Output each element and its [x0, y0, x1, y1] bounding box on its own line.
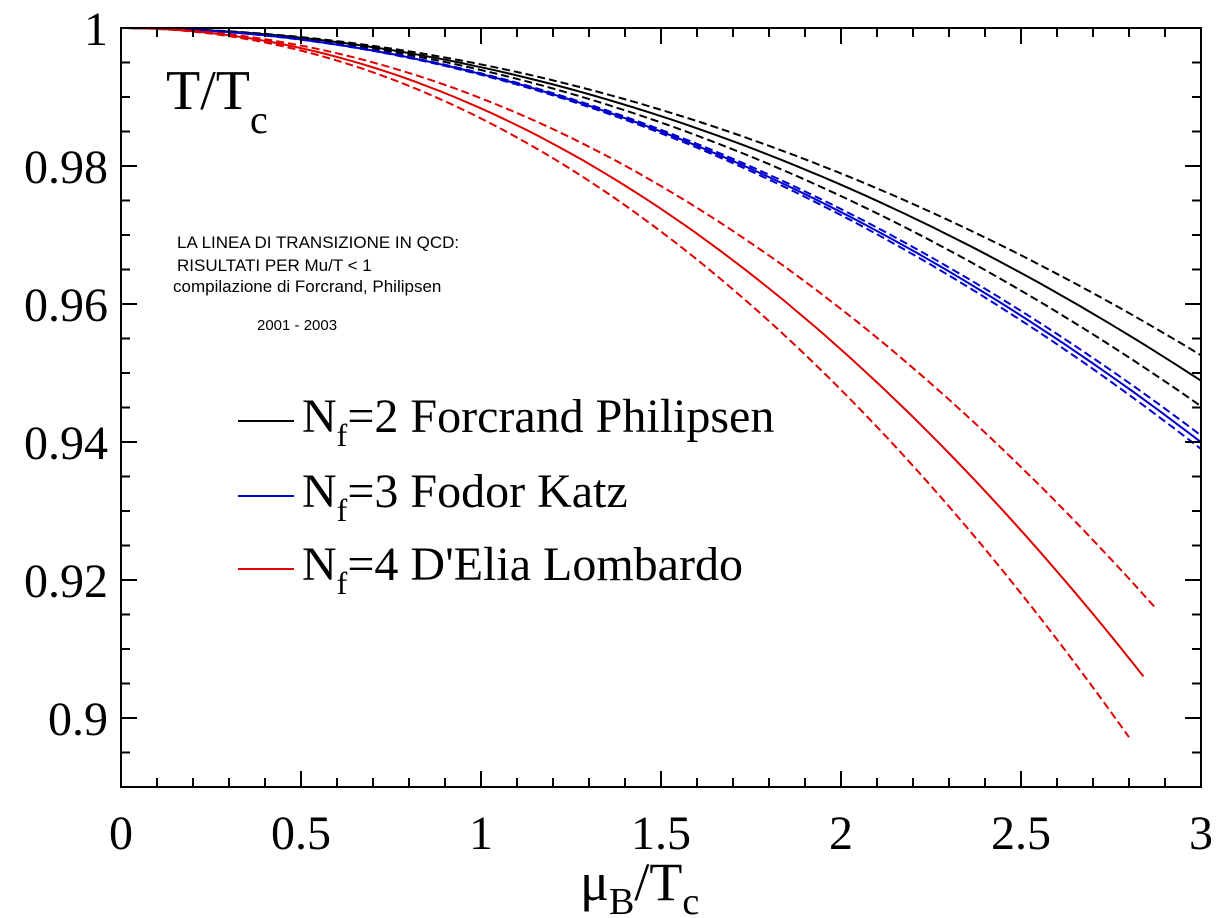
annotation-line-1: LA LINEA DI TRANSIZIONE IN QCD:	[177, 233, 459, 252]
y-tick-label: 0.9	[48, 693, 108, 746]
x-tick-label: 3	[1189, 807, 1213, 860]
legend-label-nf3: Nf=3 Fodor Katz	[302, 465, 628, 528]
y-tick-label: 0.94	[24, 417, 108, 470]
x-axis-label: μB/Tc	[580, 852, 699, 918]
x-tick-label: 0.5	[271, 807, 331, 860]
annotation-line-3: compilazione di Forcrand, Philipsen	[173, 277, 441, 296]
x-tick-label: 1.5	[631, 807, 691, 860]
x-tick-label: 2	[829, 807, 853, 860]
annotation-line-4: 2001 - 2003	[257, 317, 337, 334]
legend-label-nf2: Nf=2 Forcrand Philipsen	[302, 390, 774, 453]
y-tick-label: 1	[84, 3, 108, 56]
x-tick-label: 2.5	[991, 807, 1051, 860]
series-band-upper-3	[120, 27, 1202, 437]
series-band-lower-2	[120, 27, 1202, 408]
y-tick-label: 0.92	[24, 555, 108, 608]
annotation-line-2: RISULTATI PER Mu/T < 1	[177, 256, 372, 275]
series-band-upper-4	[120, 27, 1155, 608]
x-tick-label: 0	[109, 807, 133, 860]
series-line-4	[120, 27, 1145, 678]
legend-label-nf4: Nf=4 D'Elia Lombardo	[302, 538, 743, 601]
x-tick-label: 1	[469, 807, 493, 860]
legend: Nf=2 Forcrand Philipsen Nf=3 Fodor Katz …	[238, 390, 774, 601]
series-band-upper-2	[120, 27, 1202, 357]
y-tick-label: 0.96	[24, 279, 108, 332]
series-band-lower-4	[120, 27, 1130, 738]
y-tick-label: 0.98	[24, 141, 108, 194]
series-layer	[120, 27, 1202, 738]
chart-title: T/Tc	[166, 60, 268, 142]
ticks-layer: 0 0.5 1 1.5 2 2.5 3 0.9 0.92 0.94 0.96 0.98 1	[24, 3, 1213, 860]
